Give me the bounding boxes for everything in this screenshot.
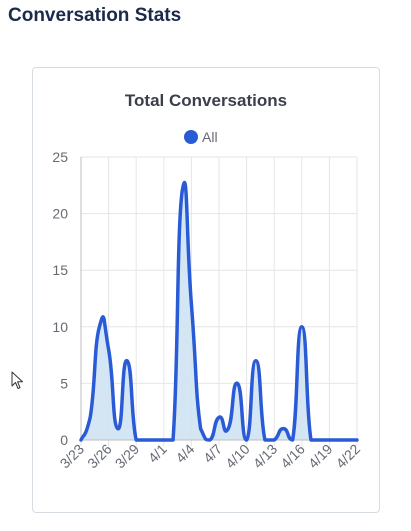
- data-point: [236, 382, 238, 384]
- y-tick-label: 0: [60, 432, 68, 448]
- chart-title: Total Conversations: [125, 91, 287, 110]
- x-tick-label: 4/19: [305, 441, 336, 472]
- data-point: [98, 326, 100, 328]
- x-tick-label: 4/16: [277, 441, 308, 472]
- data-point: [338, 439, 340, 441]
- data-point: [144, 439, 146, 441]
- data-point: [246, 439, 248, 441]
- y-tick-label: 10: [52, 319, 68, 335]
- x-tick-label: 4/22: [333, 441, 364, 472]
- data-point: [163, 439, 165, 441]
- data-point: [117, 428, 119, 430]
- data-point: [154, 439, 156, 441]
- data-point: [292, 439, 294, 441]
- x-tick-label: 4/13: [250, 441, 281, 472]
- series-area-0: [81, 182, 357, 440]
- mouse-cursor-icon: [11, 371, 23, 389]
- x-tick-label: 3/29: [112, 441, 143, 472]
- data-point: [181, 190, 183, 192]
- x-tick-label: 4/4: [172, 441, 197, 466]
- page-title: Conversation Stats: [8, 5, 182, 26]
- y-tick-label: 20: [52, 206, 68, 222]
- data-point: [255, 360, 257, 362]
- data-point: [209, 439, 211, 441]
- x-tick-label: 4/1: [145, 441, 170, 466]
- data-point: [200, 428, 202, 430]
- data-point: [135, 439, 137, 441]
- data-point: [301, 326, 303, 328]
- data-point: [218, 416, 220, 418]
- y-tick-label: 15: [52, 262, 68, 278]
- data-point: [190, 303, 192, 305]
- data-point: [264, 439, 266, 441]
- data-point: [172, 439, 174, 441]
- line-layer: [79, 181, 359, 442]
- x-tick-label: 4/7: [200, 441, 225, 466]
- area-layer: [81, 182, 357, 440]
- y-tick-label: 5: [60, 375, 68, 391]
- x-tick-label: 3/26: [84, 441, 115, 472]
- data-point: [319, 439, 321, 441]
- data-point: [273, 439, 275, 441]
- data-point: [126, 360, 128, 362]
- data-point: [356, 439, 358, 441]
- legend-swatch-all: [184, 130, 198, 144]
- data-point: [347, 439, 349, 441]
- x-tick-label: 4/10: [222, 441, 253, 472]
- data-point: [310, 439, 312, 441]
- data-point: [282, 428, 284, 430]
- data-point: [108, 348, 110, 350]
- legend-label-all: All: [202, 129, 218, 145]
- data-point: [227, 428, 229, 430]
- data-point: [80, 439, 82, 441]
- data-point: [328, 439, 330, 441]
- data-point: [89, 416, 91, 418]
- y-tick-label: 25: [52, 149, 68, 165]
